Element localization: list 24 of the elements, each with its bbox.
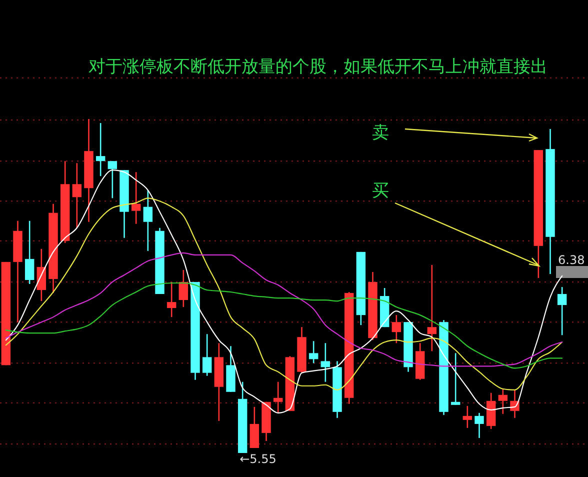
candlestick [462,405,472,429]
annotation: 卖 [372,123,389,143]
candlestick [427,264,437,352]
candlestick [108,160,118,199]
candlestick [143,189,153,252]
candlestick [96,122,106,177]
candlestick [273,381,283,414]
annotation: ←5.55 [240,452,276,466]
chart-title: 对于涨停板不断低开放量的个股，如果低开不马上冲就直接出 [88,57,548,77]
candlestick [24,220,34,285]
annotation: 买 [372,181,389,201]
candlestick [474,412,484,439]
candlestick [166,281,176,318]
candlestick [202,333,212,376]
candlestick [131,171,141,225]
candlestick [72,162,82,229]
candlestick [557,286,567,336]
candlestick [308,340,318,364]
candlestick [498,388,508,415]
candlestick [392,314,402,344]
candlestick [178,269,188,308]
annotation: 6.38 [558,253,585,267]
candlestick [450,352,460,406]
candlestick [320,342,330,383]
